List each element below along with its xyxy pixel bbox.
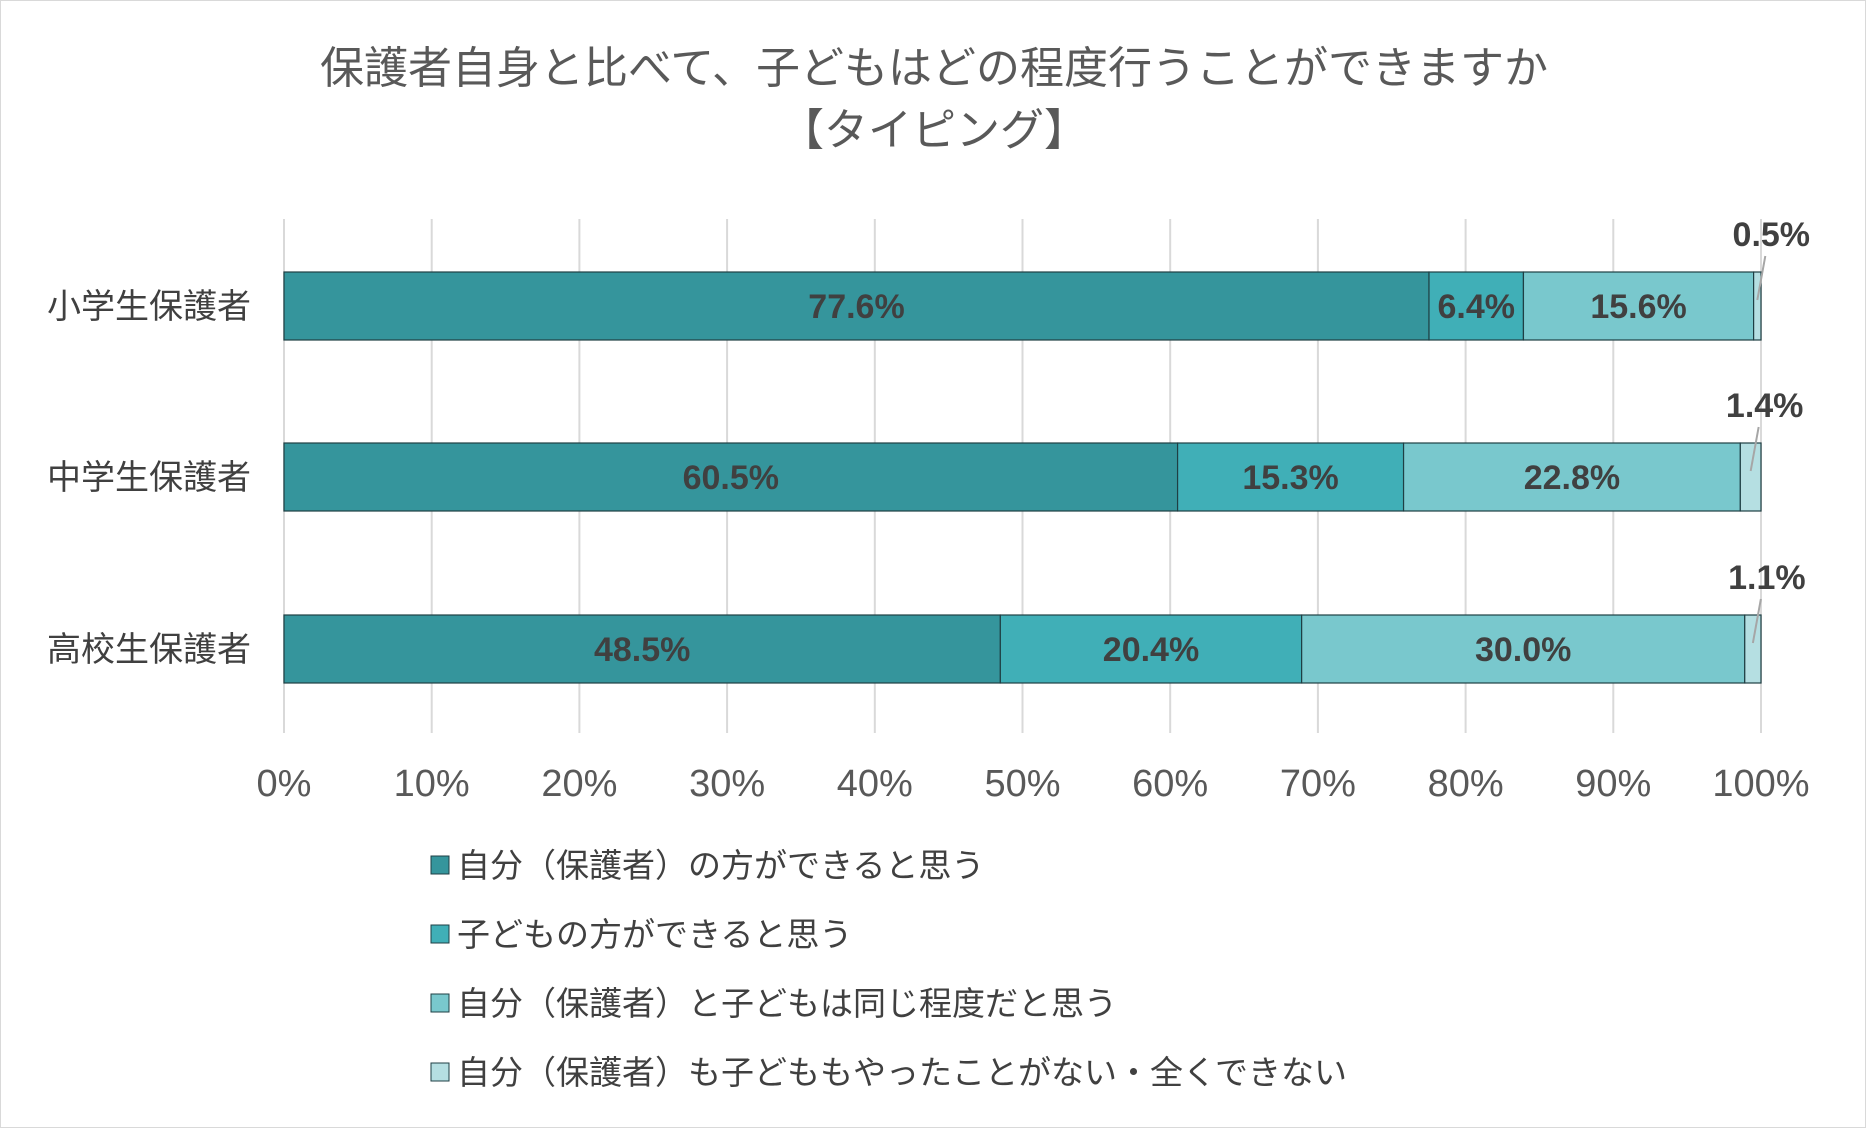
bar-segment [1522, 271, 1755, 341]
x-tick-label: 80% [1428, 763, 1504, 805]
data-label: 30.0% [1475, 631, 1571, 669]
data-label: 20.4% [1103, 631, 1199, 669]
x-axis-ticks: 0% 10% 20% 30% 40% 50% 60% 70% 80% 90% 100% [257, 763, 1810, 805]
chart-subtitle: 【タイピング】 [780, 105, 1088, 156]
bar-segment [283, 442, 1179, 512]
x-tick-label: 0% [257, 763, 312, 805]
chart-title: 保護者自身と比べて、子どもはどの程度行うことができますか [320, 43, 1548, 94]
bar-segment [1739, 442, 1762, 512]
bar-segment [1744, 614, 1762, 684]
x-tick-label: 50% [984, 763, 1060, 805]
leader-line [1756, 255, 1767, 301]
leader-line [1749, 426, 1760, 472]
x-tick-label: 30% [689, 763, 765, 805]
legend-swatch [430, 924, 450, 944]
data-label: 15.3% [1242, 459, 1338, 497]
legend-swatch [430, 855, 450, 875]
x-tick-label: 60% [1132, 763, 1208, 805]
bar-segment [283, 614, 1001, 684]
legend-swatch [430, 993, 450, 1013]
x-tick-label: 90% [1575, 763, 1651, 805]
data-label: 1.4% [1726, 387, 1804, 425]
data-label: 6.4% [1437, 288, 1515, 326]
category-label: 中学生保護者 [47, 458, 251, 498]
bar-segment [283, 271, 1430, 341]
data-label: 48.5% [594, 631, 690, 669]
x-tick-label: 10% [394, 763, 470, 805]
legend-swatch [430, 1062, 450, 1082]
data-label: 77.6% [808, 288, 904, 326]
data-labels: 77.6% 6.4% 15.6% 0.5% 60.5% 15.3% 22.8% 1.4% 48.… [594, 216, 1810, 669]
bars [283, 271, 1762, 684]
data-label: 1.1% [1728, 559, 1806, 597]
data-label: 60.5% [683, 459, 779, 497]
leader-line [1751, 598, 1762, 644]
bar-segment [1753, 271, 1762, 341]
data-label: 22.8% [1524, 459, 1620, 497]
category-label: 高校生保護者 [47, 630, 251, 670]
x-tick-label: 70% [1280, 763, 1356, 805]
legend-label: 自分（保護者）と子どもは同じ程度だと思う [457, 984, 1117, 1023]
legend-label: 自分（保護者）の方ができると思う [457, 846, 984, 885]
x-tick-label: 20% [541, 763, 617, 805]
category-label: 小学生保護者 [47, 287, 251, 327]
legend-label: 子どもの方ができると思う [457, 915, 852, 954]
x-tick-label: 100% [1712, 763, 1809, 805]
legend: 自分（保護者）の方ができると思う子どもの方ができると思う自分（保護者）と子どもは… [430, 846, 1347, 1092]
x-tick-label: 40% [837, 763, 913, 805]
data-label: 0.5% [1733, 216, 1811, 254]
data-label: 15.6% [1590, 288, 1686, 326]
legend-label: 自分（保護者）も子どももやったことがない・全くできない [457, 1053, 1347, 1092]
bar-segment [1428, 271, 1525, 341]
bar-segment [1301, 614, 1746, 684]
